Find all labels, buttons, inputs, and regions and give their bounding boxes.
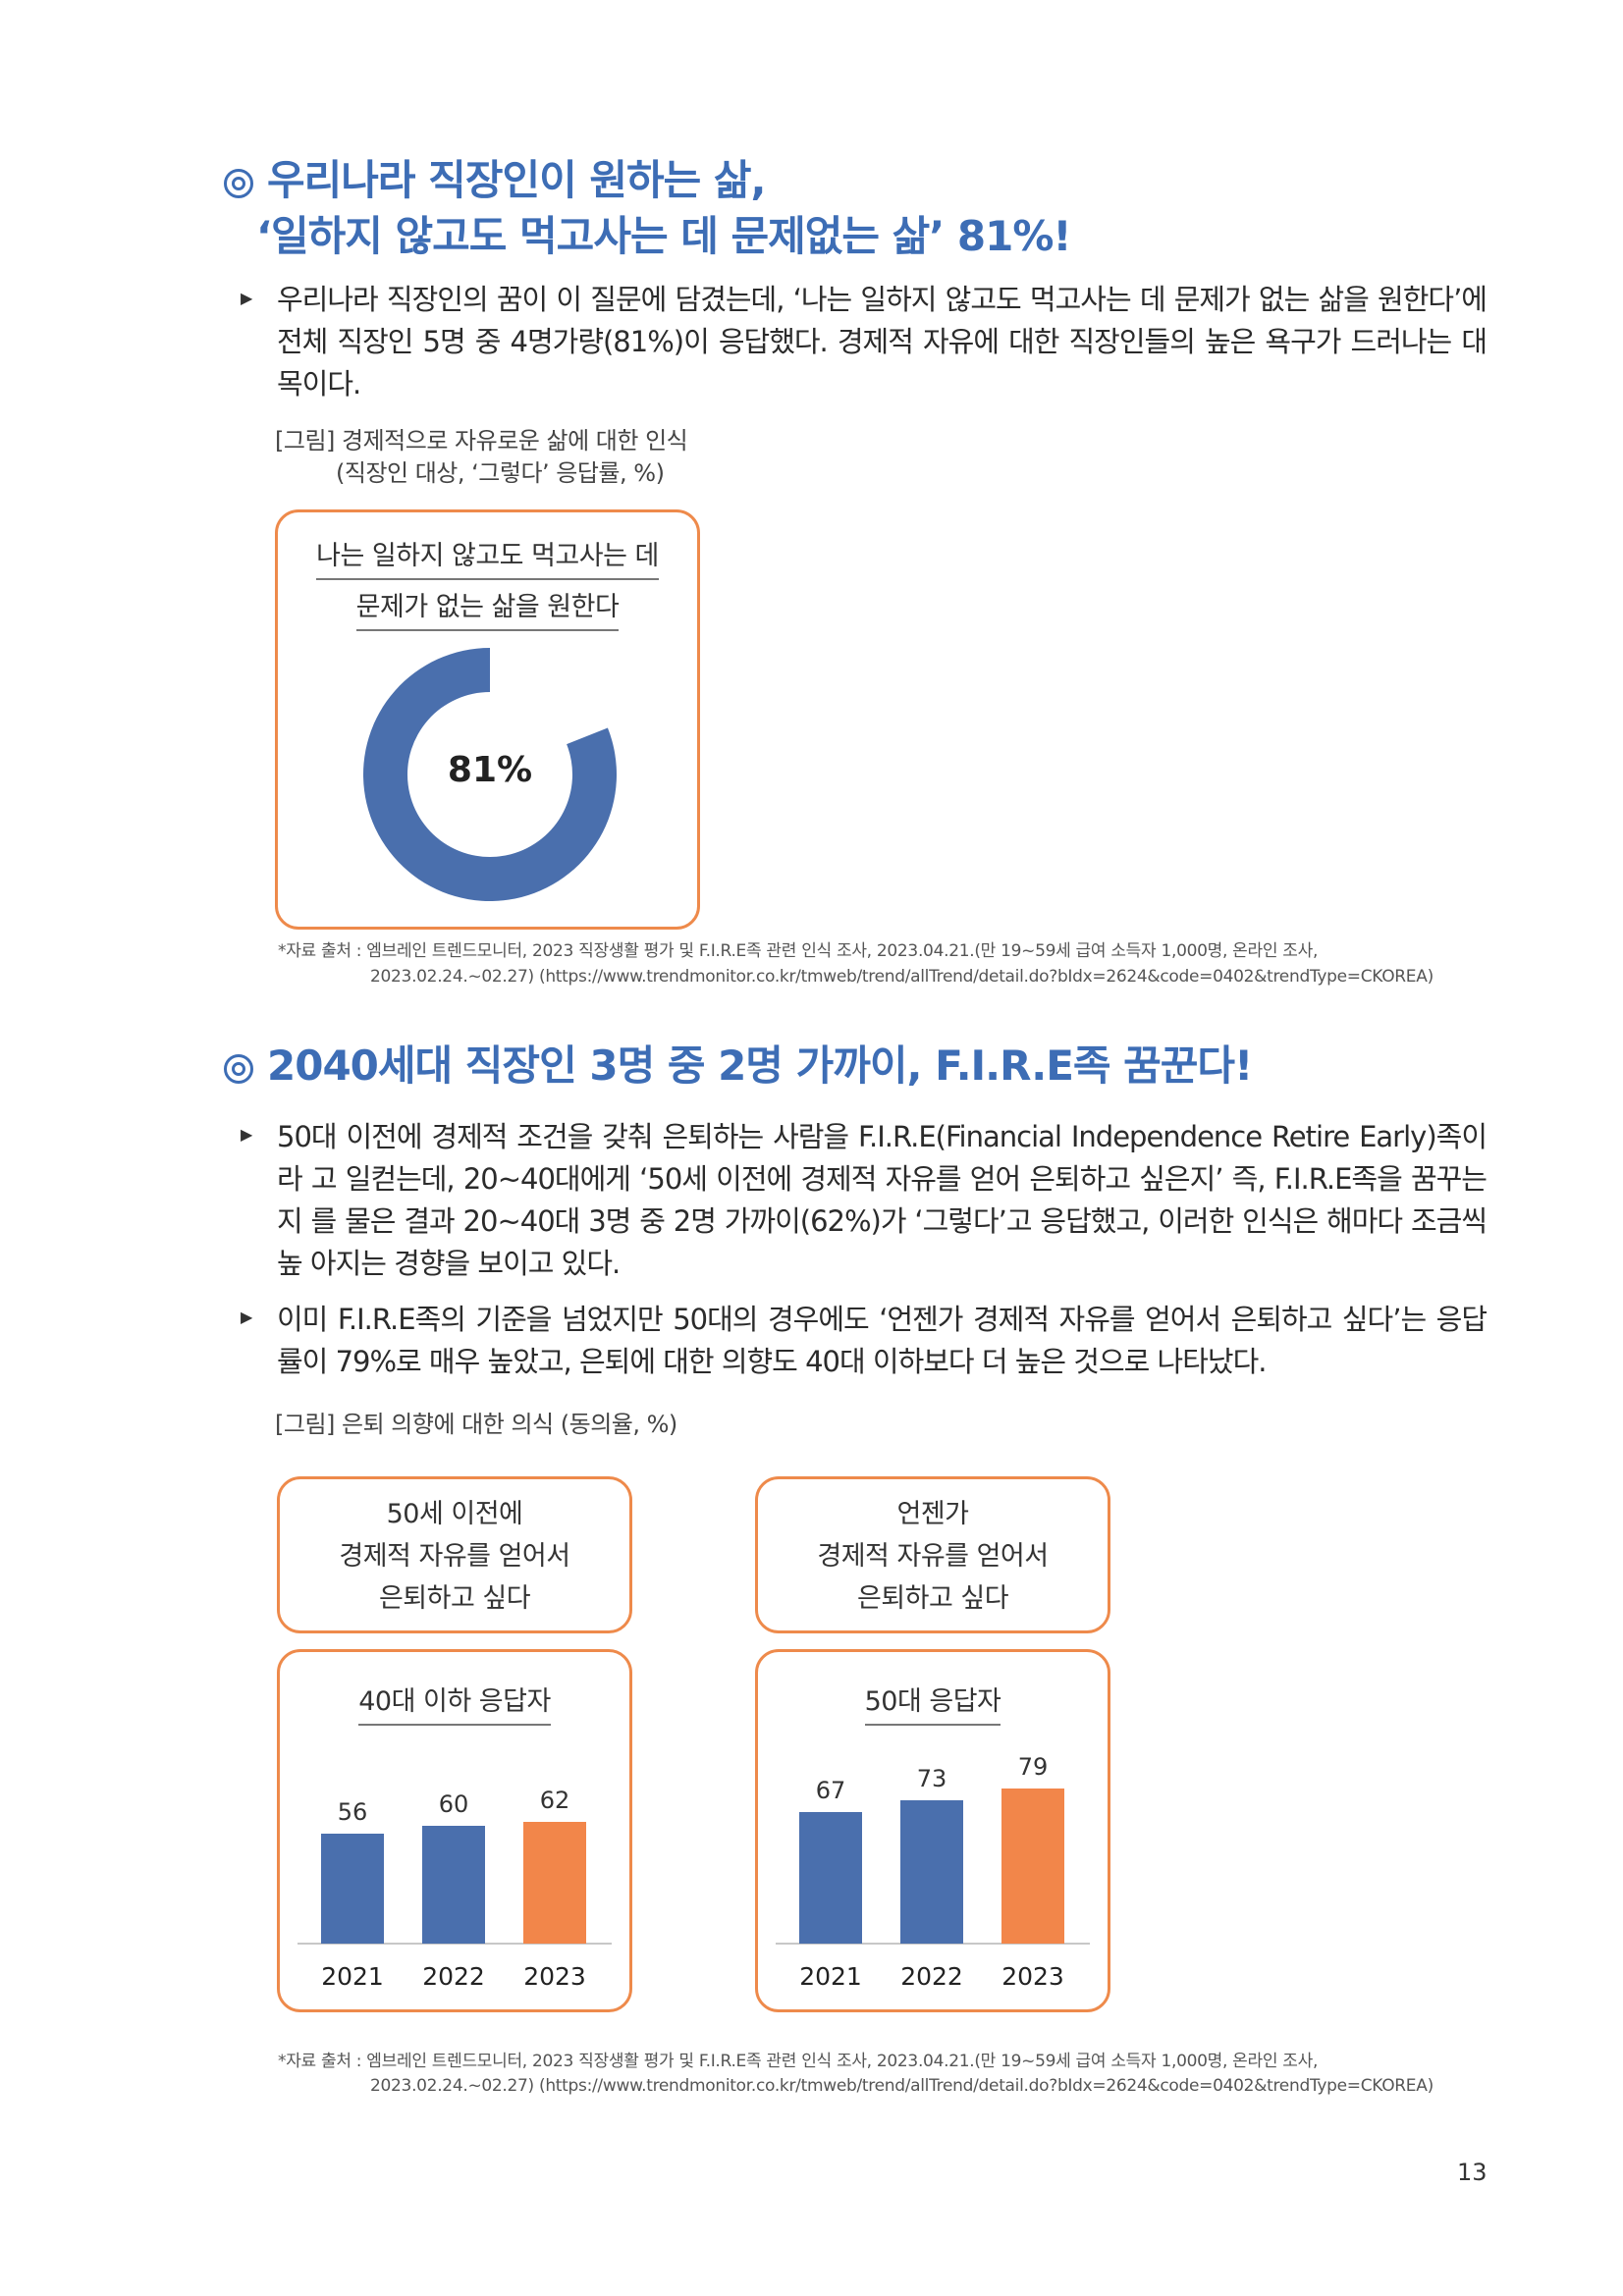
- donut-label-line2: 문제가 없는 삶을 원한다: [355, 585, 620, 631]
- right-chart-box: 50대 응답자 67 2021 73 2022 79 2023: [755, 1649, 1110, 2012]
- left-chart-bar-2023: [523, 1822, 586, 1944]
- right-bar-chart: 67 2021 73 2022 79 2023: [776, 1753, 1090, 1991]
- double-circle-icon: [224, 169, 253, 198]
- section1-heading-line1: 우리나라 직장인이 원하는 삶,: [267, 156, 767, 204]
- donut-chart: [363, 648, 617, 901]
- source1-line1: *자료 출처 : 엠브레인 트렌드모니터, 2023 직장생활 평가 및 F.I…: [278, 941, 1319, 961]
- section1-heading: 우리나라 직장인이 원하는 삶,: [224, 153, 767, 208]
- right-chart-bar-2023: [1001, 1789, 1064, 1944]
- bullet-icon: ▶: [241, 289, 253, 307]
- left-question-text: 50세 이전에 경제적 자유를 얻어서 은퇴하고 싶다: [280, 1493, 629, 1620]
- left-chart-box: 40대 이하 응답자 56 2021 60 2022 62 2023: [277, 1649, 632, 2012]
- source1-line2: 2023.02.24.~02.27) (https://www.trendmon…: [370, 967, 1434, 987]
- bullet-icon: ▶: [241, 1125, 253, 1144]
- section1-paragraph: 우리나라 직장인의 꿈이 이 질문에 담겼는데, ‘나는 일하지 않고도 먹고사…: [277, 283, 1488, 400]
- right-question-line2: 경제적 자유를 얻어서: [817, 1541, 1049, 1572]
- donut-center-label: 81%: [447, 750, 533, 790]
- source2-line2: 2023.02.24.~02.27) (https://www.trendmon…: [370, 2076, 1434, 2096]
- right-chart-tick-label-2022: 2022: [900, 1962, 963, 1991]
- section2-heading-text: 2040세대 직장인 3명 중 2명 가까이, F.I.R.E족 꿈꾼다!: [267, 1041, 1253, 1090]
- source2-line1: *자료 출처 : 엠브레인 트렌드모니터, 2023 직장생활 평가 및 F.I…: [278, 2052, 1319, 2071]
- donut-label-line2-wrap: 문제가 없는 삶을 원한다: [278, 585, 697, 631]
- right-question-line1: 언젠가: [896, 1499, 969, 1529]
- double-circle-icon: [224, 1054, 253, 1084]
- left-chart-title-wrap: 40대 이하 응답자: [280, 1680, 629, 1726]
- figure1-caption-line1: [그림] 경제적으로 자유로운 삶에 대한 인식: [275, 427, 688, 454]
- right-chart-value-label-2022: 73: [917, 1765, 947, 1792]
- left-chart-value-label-2021: 56: [338, 1798, 368, 1826]
- bullet-icon: ▶: [241, 1308, 253, 1326]
- section1-heading-line2: ‘일하지 않고도 먹고사는 데 문제없는 삶’ 81%!: [256, 212, 1072, 260]
- donut-label-line1-wrap: 나는 일하지 않고도 먹고사는 데: [278, 534, 697, 580]
- donut-arc-81: [363, 648, 617, 901]
- left-chart-value-label-2022: 60: [439, 1790, 469, 1818]
- figure1-caption-line2: (직장인 대상, ‘그렇다’ 응답률, %): [336, 459, 665, 487]
- donut-chart-box: 나는 일하지 않고도 먹고사는 데 문제가 없는 삶을 원한다 81%: [275, 509, 700, 930]
- figure2-caption: [그림] 은퇴 의향에 대한 의식 (동의율, %): [275, 1411, 677, 1438]
- left-chart-tick-label-2023: 2023: [523, 1962, 586, 1991]
- left-question-line2: 경제적 자유를 얻어서: [339, 1541, 570, 1572]
- right-question-box: 언젠가 경제적 자유를 얻어서 은퇴하고 싶다: [755, 1476, 1110, 1633]
- right-question-line3: 은퇴하고 싶다: [856, 1583, 1009, 1614]
- right-chart-tick-label-2021: 2021: [799, 1962, 862, 1991]
- left-chart-tick-label-2021: 2021: [321, 1962, 384, 1991]
- right-chart-title: 50대 응답자: [864, 1680, 1001, 1726]
- left-chart-tick-label-2022: 2022: [422, 1962, 485, 1991]
- right-chart-bar-2022: [900, 1800, 963, 1944]
- right-chart-bar-2021: [799, 1812, 862, 1944]
- left-chart-value-label-2023: 62: [540, 1787, 570, 1814]
- left-chart-title: 40대 이하 응답자: [358, 1680, 551, 1726]
- section2-heading: 2040세대 직장인 3명 중 2명 가까이, F.I.R.E족 꿈꾼다!: [224, 1039, 1253, 1094]
- right-chart-title-wrap: 50대 응답자: [758, 1680, 1108, 1726]
- right-chart-tick-label-2023: 2023: [1001, 1962, 1064, 1991]
- page-number: 13: [1457, 2159, 1488, 2186]
- left-chart-bar-2021: [321, 1834, 384, 1944]
- right-chart-value-label-2021: 67: [816, 1777, 846, 1804]
- right-chart-value-label-2023: 79: [1018, 1753, 1049, 1781]
- donut-label-line1: 나는 일하지 않고도 먹고사는 데: [316, 534, 659, 580]
- left-question-line3: 은퇴하고 싶다: [378, 1583, 531, 1614]
- right-question-text: 언젠가 경제적 자유를 얻어서 은퇴하고 싶다: [758, 1493, 1108, 1620]
- left-chart-bar-2022: [422, 1826, 485, 1944]
- section2-paragraph2: 이미 F.I.R.E족의 기준을 넘었지만 50대의 경우에도 ‘언젠가 경제적…: [277, 1303, 1488, 1378]
- section2-paragraph1: 50대 이전에 경제적 조건을 갖춰 은퇴하는 사람을 F.I.R.E(Fina…: [277, 1120, 1488, 1280]
- left-bar-chart: 56 2021 60 2022 62 2023: [298, 1787, 612, 1991]
- left-question-box: 50세 이전에 경제적 자유를 얻어서 은퇴하고 싶다: [277, 1476, 632, 1633]
- left-question-line1: 50세 이전에: [386, 1499, 523, 1529]
